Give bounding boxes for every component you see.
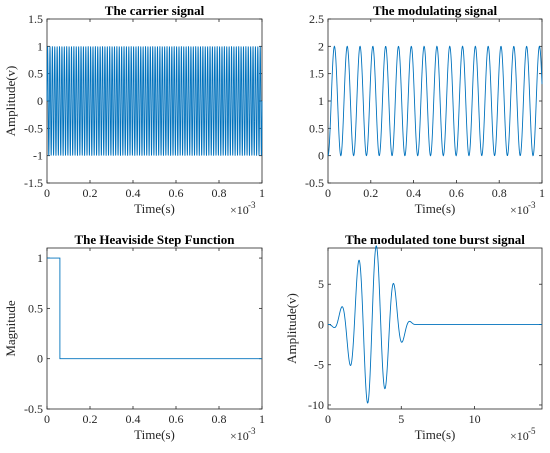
modulating-y-tick-label: -0.5 (305, 176, 324, 190)
modulating-x-tick-label: 1 (539, 186, 545, 200)
carrier-y-label: Amplitude(v) (3, 66, 18, 137)
tone-burst-x-tick-label: 10 (469, 412, 481, 426)
carrier-x-exponent-base: ×10 (230, 203, 249, 217)
heaviside-x-tick-label: 0 (44, 412, 50, 426)
heaviside-y-tick-label: 1 (37, 251, 43, 265)
tone-burst-y-tick-label: 5 (318, 277, 324, 291)
tone-burst-title: The modulated tone burst signal (345, 232, 525, 247)
chart-heaviside (46, 247, 263, 410)
carrier-y-tick-label: 1.5 (28, 12, 43, 26)
tone-burst-y-label: Amplitude(v) (284, 293, 299, 364)
modulating-x-exponent-base: ×10 (510, 203, 529, 217)
tone-burst-y-tick-label: 0 (318, 317, 324, 331)
modulating-x-tick-label: 0.4 (406, 186, 421, 200)
heaviside-axes-box (46, 247, 263, 410)
heaviside-x-tick-label: 1 (259, 412, 265, 426)
heaviside-x-exponent-base: ×10 (230, 429, 249, 443)
heaviside-y-tick-label: -0.5 (24, 402, 43, 416)
modulating-y-tick-label: 1.5 (309, 67, 324, 81)
modulating-y-tick-label: 0 (318, 149, 324, 163)
modulating-y-tick-label: 0.5 (309, 121, 324, 135)
carrier-x-exponent-power: -3 (248, 200, 256, 210)
carrier-y-tick-label: 0 (37, 94, 43, 108)
modulating-y-tick-label: 1 (318, 94, 324, 108)
carrier-x-tick-label: 1 (259, 186, 265, 200)
tone-burst-axes-box (327, 247, 543, 410)
modulating-y-tick-label: 2 (318, 39, 324, 53)
modulating-axes-box (327, 18, 543, 184)
heaviside-x-tick-label: 0.4 (126, 412, 141, 426)
heaviside-x-label: Time(s) (134, 427, 175, 442)
tone-burst-x-exponent-power: -5 (528, 426, 536, 436)
carrier-y-tick-label: -1 (33, 149, 43, 163)
carrier-y-tick-label: 1 (37, 39, 43, 53)
carrier-series-line (46, 46, 263, 156)
modulating-x-tick-label: 0.8 (492, 186, 507, 200)
heaviside-x-exponent-power: -3 (248, 426, 256, 436)
carrier-x-tick-label: 0.8 (212, 186, 227, 200)
carrier-y-tick-label: -0.5 (24, 121, 43, 135)
carrier-x-label: Time(s) (134, 201, 175, 216)
modulating-y-tick-label: 2.5 (309, 12, 324, 26)
carrier-y-tick-label: -1.5 (24, 176, 43, 190)
heaviside-x-tick-label: 0.2 (83, 412, 98, 426)
tone-burst-x-tick-label: 5 (398, 412, 404, 426)
heaviside-y-tick-label: 0.5 (28, 301, 43, 315)
heaviside-series-line (47, 257, 262, 360)
tone-burst-x-exponent-base: ×10 (510, 429, 529, 443)
chart-modulating (327, 18, 543, 184)
carrier-x-tick-label: 0 (44, 186, 50, 200)
carrier-x-tick-label: 0.2 (83, 186, 98, 200)
carrier-title: The carrier signal (105, 3, 205, 18)
carrier-x-tick-label: 0.4 (126, 186, 141, 200)
heaviside-title: The Heaviside Step Function (75, 232, 236, 247)
heaviside-y-tick-label: 0 (37, 352, 43, 366)
modulating-x-label: Time(s) (415, 201, 456, 216)
modulating-series-line (327, 45, 543, 157)
tone-burst-x-tick-label: 0 (325, 412, 331, 426)
heaviside-x-tick-label: 0.8 (212, 412, 227, 426)
carrier-y-tick-label: 0.5 (28, 67, 43, 81)
tone-burst-y-tick-label: -5 (314, 358, 324, 372)
modulating-title: The modulating signal (373, 3, 498, 18)
tone-burst-y-tick-label: -10 (308, 398, 324, 412)
modulating-x-tick-label: 0.6 (449, 186, 464, 200)
heaviside-y-label: Magnitude (3, 300, 18, 357)
modulating-x-tick-label: 0 (325, 186, 331, 200)
modulating-x-exponent-power: -3 (528, 200, 536, 210)
heaviside-x-tick-label: 0.6 (169, 412, 184, 426)
carrier-x-tick-label: 0.6 (169, 186, 184, 200)
tone-burst-x-label: Time(s) (415, 427, 456, 442)
chart-carrier (46, 18, 263, 184)
chart-tone-burst (327, 245, 543, 410)
tone-burst-series-line (328, 245, 542, 404)
modulating-x-tick-label: 0.2 (363, 186, 378, 200)
